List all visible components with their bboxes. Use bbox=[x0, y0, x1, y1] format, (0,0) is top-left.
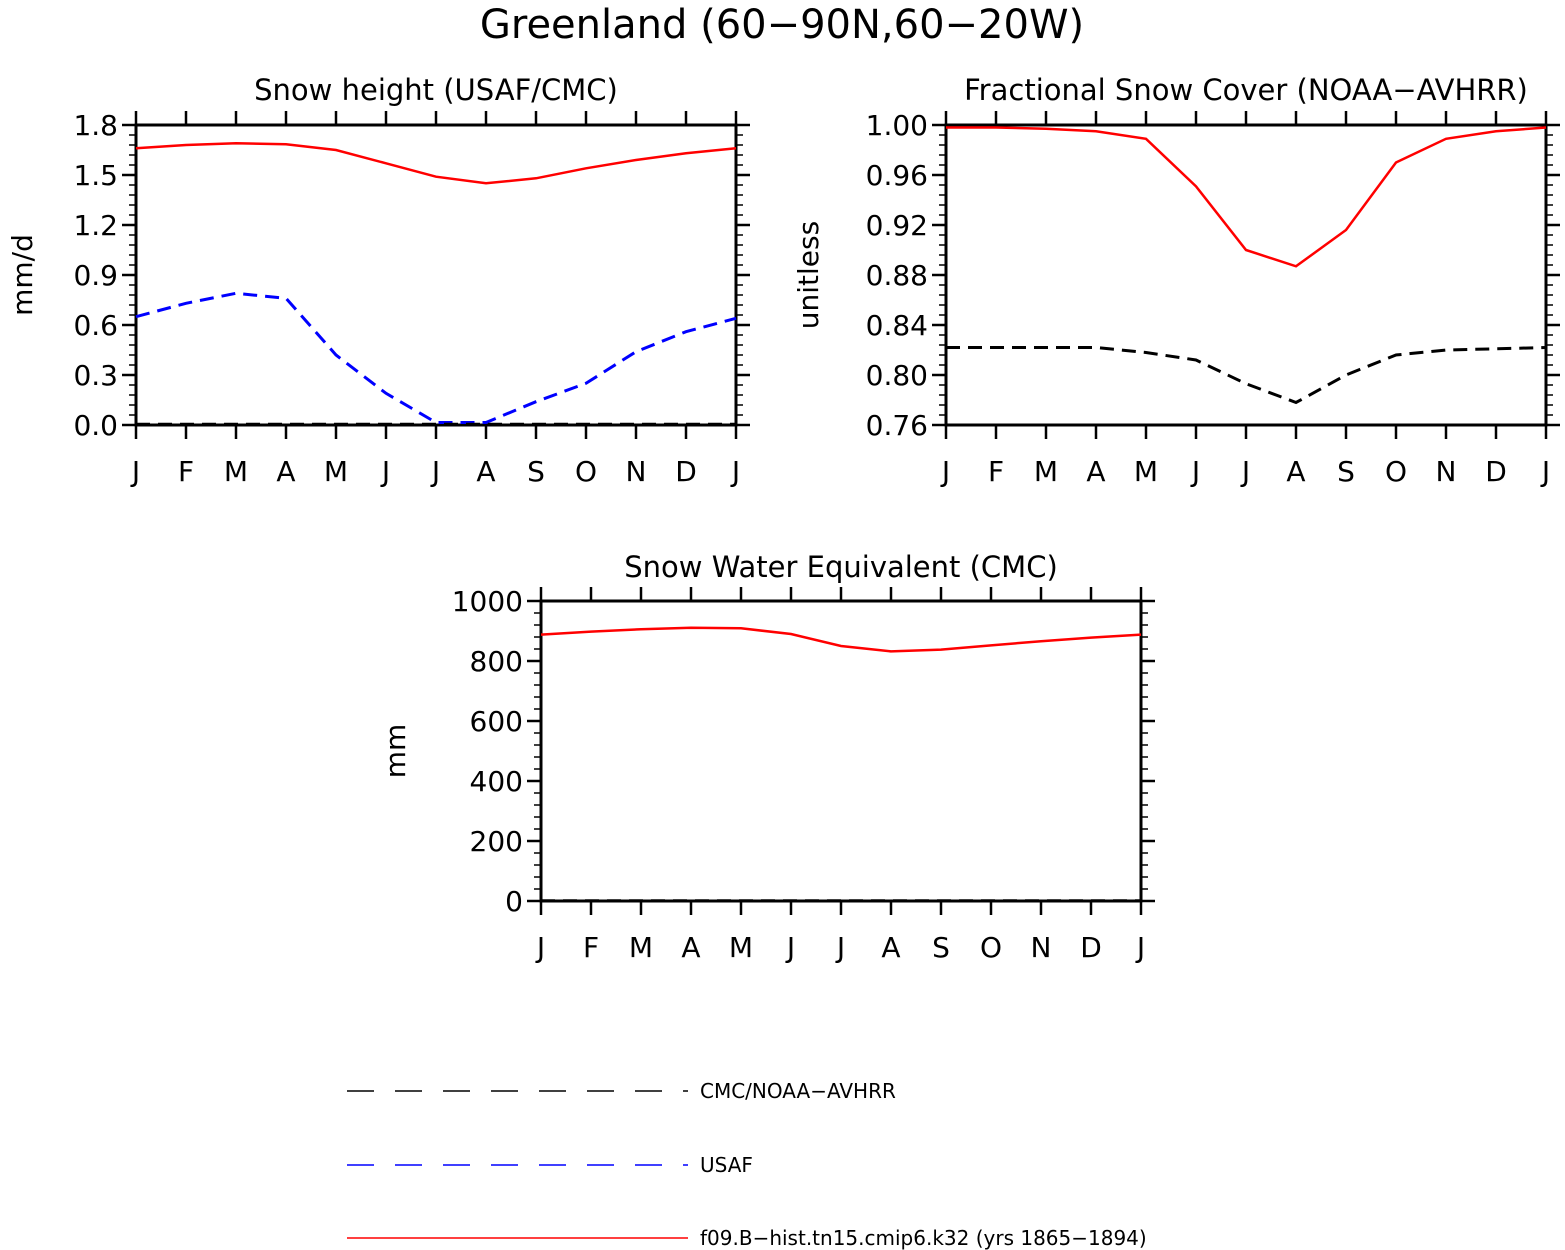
x-tick-label: J bbox=[130, 455, 140, 488]
legend-label-usaf: USAF bbox=[700, 1153, 753, 1177]
y-tick-label: 1000 bbox=[452, 585, 523, 618]
y-tick-label: 1.2 bbox=[73, 209, 118, 242]
y-tick-label: 0.80 bbox=[866, 359, 928, 392]
x-tick-label: N bbox=[1436, 455, 1457, 488]
x-tick-label: D bbox=[1485, 455, 1507, 488]
legend-label-cmc: CMC/NOAA−AVHRR bbox=[700, 1079, 896, 1103]
x-tick-label: N bbox=[1031, 931, 1052, 964]
plot-frame bbox=[134, 123, 738, 427]
chart-title: Fractional Snow Cover (NOAA−AVHRR) bbox=[964, 73, 1528, 107]
x-tick-label: J bbox=[940, 455, 950, 488]
y-tick-label: 0.3 bbox=[73, 359, 118, 392]
x-tick-label: A bbox=[276, 455, 295, 488]
chart-title: Snow height (USAF/CMC) bbox=[254, 73, 618, 107]
x-tick-label: F bbox=[178, 455, 194, 488]
x-tick-label: J bbox=[835, 931, 845, 964]
x-tick-label: A bbox=[681, 931, 700, 964]
x-tick-label: J bbox=[535, 931, 545, 964]
x-tick-label: O bbox=[575, 455, 597, 488]
x-tick-label: M bbox=[629, 931, 653, 964]
series-line-model bbox=[946, 126, 1547, 268]
legend-label-model: f09.B−hist.tn15.cmip6.k32 (yrs 1865−1894… bbox=[700, 1226, 1147, 1250]
y-tick-label: 200 bbox=[470, 825, 523, 858]
x-tick-label: O bbox=[980, 931, 1002, 964]
y-tick-label: 800 bbox=[470, 645, 523, 678]
y-axis-label: mm bbox=[379, 724, 412, 779]
swe-chart: Snow Water Equivalent (CMC)mmJ F M A M J J A S O N… bbox=[379, 550, 1155, 964]
series-line-usaf bbox=[135, 291, 737, 424]
y-axis-label: mm/d bbox=[6, 234, 39, 316]
y-tick-label: 600 bbox=[470, 705, 523, 738]
x-tick-label: M bbox=[324, 455, 348, 488]
y-tick-label: 0 bbox=[505, 885, 523, 918]
x-tick-label: F bbox=[988, 455, 1004, 488]
snow-height-chart: Snow height (USAF/CMC)mm/dJ F M A M J J A S O N D J0… bbox=[6, 73, 750, 488]
x-tick-label: D bbox=[675, 455, 697, 488]
x-tick-label: J bbox=[1190, 455, 1200, 488]
x-tick-label: M bbox=[1134, 455, 1158, 488]
x-tick-label: J bbox=[785, 931, 795, 964]
y-tick-label: 0.84 bbox=[866, 309, 928, 342]
x-tick-label: O bbox=[1385, 455, 1407, 488]
y-tick-label: 0.96 bbox=[866, 159, 928, 192]
x-tick-label: A bbox=[1086, 455, 1105, 488]
x-tick-label: J bbox=[1240, 455, 1250, 488]
x-tick-label: J bbox=[1135, 931, 1145, 964]
x-tick-label: J bbox=[380, 455, 390, 488]
y-tick-label: 400 bbox=[470, 765, 523, 798]
x-tick-label: M bbox=[1034, 455, 1058, 488]
x-tick-label: J bbox=[1540, 455, 1550, 488]
x-tick-label: M bbox=[224, 455, 248, 488]
x-tick-label: S bbox=[932, 931, 950, 964]
legend: CMC/NOAA−AVHRR USAF f09.B−hist.tn15.cmip6.… bbox=[347, 1079, 1147, 1250]
x-tick-label: M bbox=[729, 931, 753, 964]
y-tick-label: 1.00 bbox=[866, 109, 928, 142]
figure-title: Greenland (60−90N,60−20W) bbox=[480, 2, 1084, 48]
x-tick-label: S bbox=[1337, 455, 1355, 488]
y-tick-label: 0.88 bbox=[866, 259, 928, 292]
series-line-model bbox=[540, 626, 1142, 653]
y-tick-label: 1.5 bbox=[73, 159, 118, 192]
x-tick-label: A bbox=[1286, 455, 1305, 488]
x-tick-label: D bbox=[1080, 931, 1102, 964]
snow-cover-chart: Fractional Snow Cover (NOAA−AVHRR) unitle… bbox=[792, 73, 1560, 488]
plot-frame bbox=[944, 123, 1548, 427]
chart-title: Snow Water Equivalent (CMC) bbox=[624, 550, 1058, 584]
chart-panels: Snow height (USAF/CMC)mm/dJ F M A M J J A S O N D J0… bbox=[6, 73, 1560, 964]
y-tick-label: 0.9 bbox=[73, 259, 118, 292]
series-line-cmc bbox=[946, 346, 1547, 405]
x-tick-label: N bbox=[626, 455, 647, 488]
y-tick-label: 0.6 bbox=[73, 309, 118, 342]
x-tick-label: J bbox=[730, 455, 740, 488]
series-line-model bbox=[135, 142, 737, 185]
y-tick-label: 0.92 bbox=[866, 209, 928, 242]
x-tick-label: A bbox=[881, 931, 900, 964]
y-tick-label: 0.0 bbox=[73, 409, 118, 442]
x-tick-label: F bbox=[583, 931, 599, 964]
y-tick-label: 1.8 bbox=[73, 109, 118, 142]
y-tick-label: 0.76 bbox=[866, 409, 928, 442]
x-tick-label: S bbox=[527, 455, 545, 488]
x-tick-label: J bbox=[430, 455, 440, 488]
y-axis-label: unitless bbox=[792, 221, 825, 329]
x-tick-label: A bbox=[476, 455, 495, 488]
